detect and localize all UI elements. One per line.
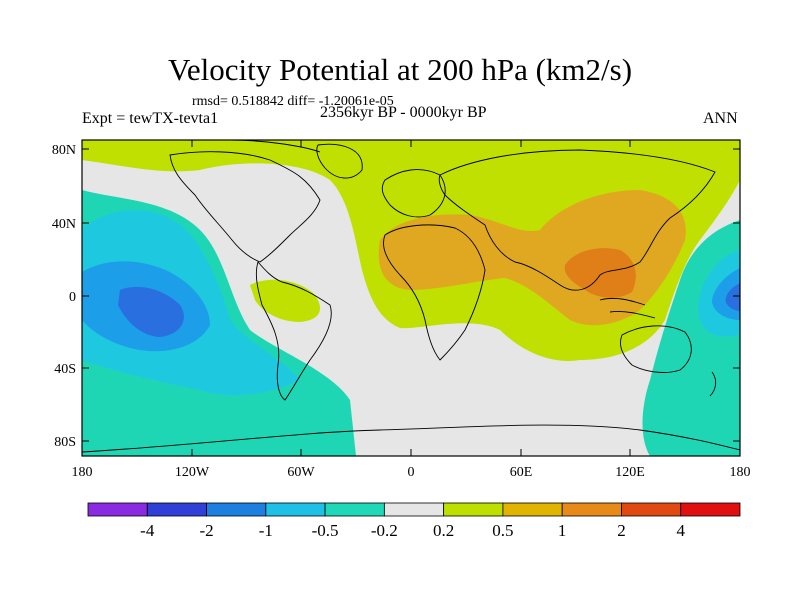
colorbar-label: 1 bbox=[558, 521, 567, 540]
latitude-labels: 80N 40N 0 40S 80S bbox=[52, 143, 76, 450]
period-label: 2356kyr BP - 0000kyr BP bbox=[320, 104, 487, 121]
colorbar-label: -0.2 bbox=[371, 521, 398, 540]
colorbar-swatch bbox=[621, 502, 682, 517]
colorbar-label: -0.5 bbox=[312, 521, 339, 540]
lat-label: 40S bbox=[54, 362, 76, 377]
field-pacific-neg4 bbox=[118, 286, 184, 337]
field-east-pacific-neg4 bbox=[725, 283, 740, 311]
colorbar-labels: -4 -2 -1 -0.5 -0.2 0.2 0.5 1 2 4 bbox=[140, 521, 685, 540]
lat-label: 80N bbox=[52, 143, 76, 158]
north-america-outline bbox=[169, 151, 321, 263]
coastlines bbox=[82, 140, 740, 453]
field-pos02-southamerica bbox=[250, 279, 320, 322]
colorbar bbox=[87, 502, 741, 517]
colorbar-label: 4 bbox=[676, 521, 685, 540]
colorbar-swatch bbox=[561, 502, 622, 517]
antarctica-outline bbox=[82, 424, 740, 453]
europe-outline bbox=[381, 169, 446, 218]
australia-outline bbox=[620, 325, 692, 373]
lon-label: 120W bbox=[175, 465, 210, 480]
map-title: Velocity Potential at 200 hPa (km2/s) bbox=[167, 52, 633, 87]
lon-label: 60E bbox=[510, 465, 533, 480]
colorbar-swatch bbox=[383, 502, 445, 517]
colorbar-swatch bbox=[146, 502, 207, 517]
contour-field bbox=[82, 140, 740, 456]
colorbar-label: 0.2 bbox=[433, 521, 454, 540]
new-zealand-outline bbox=[709, 371, 717, 397]
colorbar-swatch bbox=[206, 502, 267, 517]
lat-label: 80S bbox=[54, 435, 76, 450]
lon-label: 120E bbox=[615, 465, 645, 480]
colorbar-label: -4 bbox=[140, 521, 155, 540]
colorbar-swatch bbox=[324, 502, 385, 517]
indonesia-outline bbox=[599, 297, 656, 319]
lon-label: 60W bbox=[287, 465, 315, 480]
rmsd-diff-stats: rmsd= 0.518842 diff= -1.20061e-05 bbox=[192, 94, 394, 109]
tick-marks bbox=[81, 140, 741, 456]
colorbar-swatch bbox=[502, 502, 563, 517]
colorbar-label: 2 bbox=[617, 521, 626, 540]
greenland-outline bbox=[316, 143, 363, 179]
south-america-outline bbox=[255, 261, 332, 401]
lat-label: 0 bbox=[69, 290, 76, 305]
season-label: ANN bbox=[703, 110, 738, 127]
colorbar-label: -2 bbox=[199, 521, 213, 540]
africa-outline bbox=[383, 224, 486, 361]
colorbar-swatch bbox=[443, 502, 504, 517]
field-pos1 bbox=[564, 248, 636, 298]
lon-label: 180 bbox=[730, 465, 751, 480]
lon-label: 0 bbox=[408, 465, 415, 480]
colorbar-label: -1 bbox=[259, 521, 273, 540]
colorbar-label: 0.5 bbox=[492, 521, 513, 540]
colorbar-swatch bbox=[265, 502, 326, 517]
asia-outline bbox=[438, 149, 716, 291]
experiment-label: Expt = tewTX-tevta1 bbox=[82, 110, 219, 127]
lat-label: 40N bbox=[52, 217, 76, 232]
colorbar-swatch bbox=[680, 502, 741, 517]
lon-label: 180 bbox=[72, 465, 93, 480]
colorbar-swatch bbox=[87, 502, 148, 517]
longitude-labels: 180 120W 60W 0 60E 120E 180 bbox=[72, 465, 751, 480]
